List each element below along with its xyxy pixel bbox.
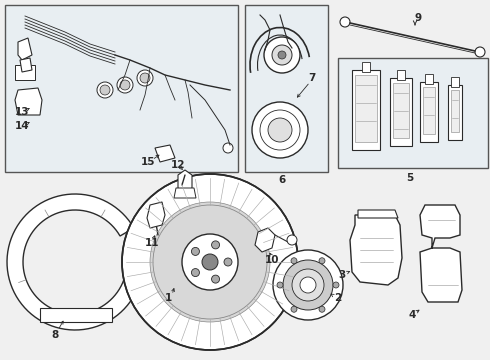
Bar [451,90,459,132]
Text: 8: 8 [51,330,59,340]
Circle shape [192,269,199,276]
Circle shape [287,235,297,245]
Circle shape [97,82,113,98]
Circle shape [212,241,220,249]
Polygon shape [350,215,402,285]
Circle shape [212,275,220,283]
Circle shape [100,308,108,316]
Circle shape [300,277,316,293]
Text: 15: 15 [141,157,155,167]
Circle shape [202,254,218,270]
Text: 13: 13 [15,107,29,117]
Bar [448,85,462,140]
Bar [425,74,433,84]
Circle shape [137,70,153,86]
Text: 14: 14 [15,121,29,131]
Bar [355,75,377,142]
Polygon shape [358,210,398,218]
Polygon shape [18,38,32,60]
Circle shape [278,51,286,59]
Circle shape [252,102,308,158]
Polygon shape [255,228,275,252]
Bar [20,95,38,110]
Circle shape [340,17,350,27]
Text: 11: 11 [145,238,159,248]
Polygon shape [15,88,42,115]
Circle shape [182,234,238,290]
Polygon shape [147,202,165,228]
Bar [358,228,395,272]
Polygon shape [155,145,175,162]
Circle shape [277,282,283,288]
Circle shape [13,263,21,271]
Text: 3: 3 [339,270,345,280]
Bar [393,83,409,138]
Bar [390,78,412,146]
Text: 12: 12 [171,160,185,170]
Circle shape [150,202,270,322]
Text: 1: 1 [164,293,171,303]
Text: 9: 9 [415,13,421,23]
Text: 10: 10 [265,255,279,265]
Bar [420,82,438,142]
Circle shape [333,282,339,288]
Polygon shape [20,58,32,72]
Circle shape [319,306,325,312]
Bar [15,65,35,80]
Circle shape [140,73,150,83]
Bar [5,5,238,172]
Circle shape [91,203,99,211]
Bar [352,70,380,150]
Text: 7: 7 [308,73,316,83]
Bar [338,58,488,168]
Circle shape [272,45,292,65]
Circle shape [291,306,297,312]
Circle shape [223,143,233,153]
Text: 6: 6 [278,175,286,185]
Text: 2: 2 [334,293,342,303]
Bar [397,70,405,80]
Polygon shape [40,308,112,322]
Polygon shape [420,205,462,302]
Polygon shape [178,170,192,192]
Circle shape [264,37,300,73]
Circle shape [224,258,232,266]
Circle shape [120,80,130,90]
Circle shape [273,250,343,320]
Circle shape [122,174,298,350]
Circle shape [292,269,324,301]
Circle shape [268,118,292,142]
Circle shape [475,47,485,57]
Polygon shape [174,188,196,198]
Circle shape [260,110,300,150]
Bar [245,5,328,172]
Bar [451,77,459,87]
Bar [362,62,370,72]
Circle shape [100,85,110,95]
Circle shape [192,247,199,255]
Text: 5: 5 [406,173,414,183]
Circle shape [283,260,333,310]
Circle shape [319,258,325,264]
Circle shape [291,258,297,264]
Bar [423,87,435,134]
Polygon shape [7,194,139,330]
Circle shape [117,77,133,93]
Text: 4: 4 [408,310,416,320]
